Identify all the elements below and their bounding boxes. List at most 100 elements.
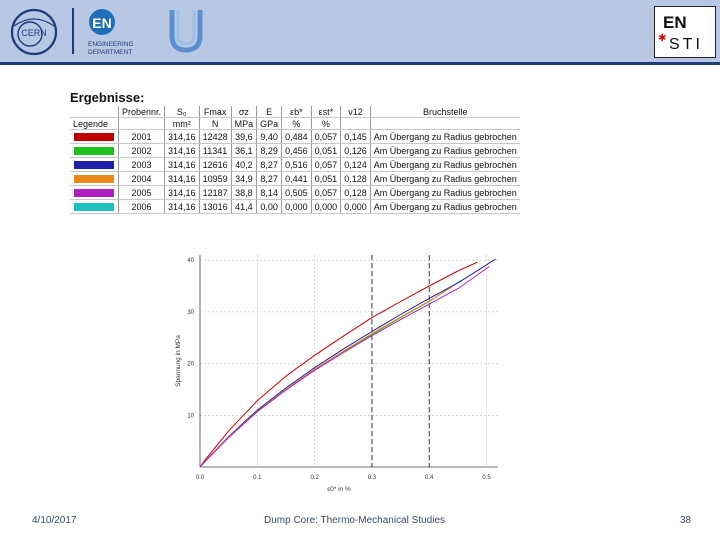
legend-swatch (74, 132, 114, 141)
table-cell: 0,505 (281, 185, 312, 200)
table-cell: 314,16 (164, 199, 200, 214)
table-cell: Am Übergang zu Radius gebrochen (370, 143, 520, 158)
legend-spacer (70, 106, 119, 118)
footer-title: Dump Core: Thermo-Mechanical Studies (264, 515, 446, 526)
legend-swatch (74, 174, 114, 183)
table-cell: 12428 (199, 129, 232, 144)
table-cell: 12187 (199, 185, 232, 200)
table-cell: 38,8 (231, 185, 258, 200)
table-cell: 40,2 (231, 157, 258, 172)
table-cell: 34,9 (231, 171, 258, 186)
table-cell: 0,126 (340, 143, 371, 158)
header-cell: S₀ (164, 106, 200, 118)
footer-date: 4/10/2017 (32, 515, 77, 526)
x-tick-label: 0.1 (253, 475, 262, 481)
table-cell: 314,16 (164, 143, 200, 158)
x-tick-label: 0.2 (310, 475, 319, 481)
en-logo-big: EN (92, 15, 111, 31)
en-logo-line1: ENGINEERING (88, 41, 134, 48)
table-cell: 0,128 (340, 185, 371, 200)
series-line (199, 265, 490, 468)
en-sti-logo: EN STI ✱ (654, 6, 716, 58)
table-row: 2002 314,16 11341 36,1 8,29 0,456 0,051 0,126 Am… (70, 143, 520, 158)
legend-label: Legende (70, 117, 119, 130)
legend-swatch (74, 188, 114, 197)
unit-cell: GPa (256, 117, 283, 130)
legend-swatch (74, 202, 114, 211)
table-cell: 10959 (199, 171, 232, 186)
ensti-logo-line2: STI (669, 36, 703, 53)
table-cell: 0,00 (256, 199, 283, 214)
table-cell: 314,16 (164, 157, 200, 172)
y-tick-label: 10 (187, 413, 194, 419)
legend-swatch-cell (70, 157, 119, 172)
legend-swatch-cell (70, 171, 119, 186)
table-cell: 8,14 (256, 185, 283, 200)
table-cell: 9,40 (256, 129, 283, 144)
unit-cell (370, 117, 520, 130)
table-cell: 36,1 (231, 143, 258, 158)
header-cell: Bruchstelle (370, 106, 520, 118)
table-row: 2006 314,16 13016 41,4 0,00 0,000 0,000 0,000 Am… (70, 199, 520, 214)
table-cell: 314,16 (164, 171, 200, 186)
header-cell: σz (231, 106, 258, 118)
x-tick-label: 0.4 (425, 475, 434, 481)
table-cell: Am Übergang zu Radius gebrochen (370, 171, 520, 186)
results-unit-row: Legende mm² N MPa GPa % % (70, 117, 520, 130)
table-cell: 0,057 (311, 185, 342, 200)
table-cell: Am Übergang zu Radius gebrochen (370, 157, 520, 172)
table-cell: 0,057 (311, 129, 342, 144)
table-cell: 0,128 (340, 171, 371, 186)
table-cell: 0,051 (311, 171, 342, 186)
x-tick-label: 0.3 (368, 475, 377, 481)
unit-cell: % (311, 117, 342, 130)
legend-swatch-cell (70, 129, 119, 144)
y-tick-label: 30 (187, 310, 194, 316)
table-row: 2005 314,16 12187 38,8 8,14 0,505 0,057 0,128 Am… (70, 185, 520, 200)
header-divider (0, 62, 720, 65)
x-axis-label: ε0* in % (327, 486, 351, 493)
table-cell: 314,16 (164, 129, 200, 144)
unit-cell: MPa (231, 117, 258, 130)
star-icon: ✱ (658, 33, 666, 44)
table-cell: 0,456 (281, 143, 312, 158)
x-tick-label: 0.0 (196, 475, 205, 481)
table-cell: 41,4 (231, 199, 258, 214)
table-cell: 0,000 (340, 199, 371, 214)
table-cell: 8,27 (256, 171, 283, 186)
legend-swatch (74, 146, 114, 155)
table-row: 2004 314,16 10959 34,9 8,27 0,441 0,051 0,128 Am… (70, 171, 520, 186)
legend-swatch (74, 160, 114, 169)
unit-cell: mm² (164, 117, 200, 130)
table-cell: 0,051 (311, 143, 342, 158)
table-cell: 39,6 (231, 129, 258, 144)
table-cell: 2004 (118, 171, 166, 186)
header-cell: Fmax (199, 106, 232, 118)
table-cell: 0,000 (281, 199, 312, 214)
table-cell: 11341 (199, 143, 232, 158)
series-line (199, 258, 496, 468)
slide-header (0, 0, 720, 62)
table-cell: 2001 (118, 129, 166, 144)
header-cell: Probennr. (118, 106, 166, 118)
cern-logo: CERN (10, 8, 58, 56)
x-tick-label: 0.5 (482, 475, 491, 481)
unit-cell (340, 117, 371, 130)
y-tick-label: 20 (187, 362, 194, 368)
en-logo-line2: DEPARTMENT (88, 49, 132, 56)
table-cell: 8,27 (256, 157, 283, 172)
table-cell: 314,16 (164, 185, 200, 200)
y-axis-label: Spannung in MPa (175, 335, 182, 387)
table-cell: 13016 (199, 199, 232, 214)
en-department-logo: EN ENGINEERING DEPARTMENT (88, 9, 134, 56)
u-logo (169, 10, 203, 53)
table-cell: 0,145 (340, 129, 371, 144)
stress-strain-chart: 0.0 0.1 0.2 0.3 0.4 0.5 10 20 30 40 ε0* in % Spannu… (175, 255, 498, 493)
unit-cell: N (199, 117, 232, 130)
table-cell: 0,000 (311, 199, 342, 214)
results-title: Ergebnisse: (70, 90, 145, 105)
legend-swatch-cell (70, 199, 119, 214)
table-row: 2003 314,16 12616 40,2 8,27 0,516 0,057 0,124 Am… (70, 157, 520, 172)
table-cell: 0,484 (281, 129, 312, 144)
table-cell: 2003 (118, 157, 166, 172)
